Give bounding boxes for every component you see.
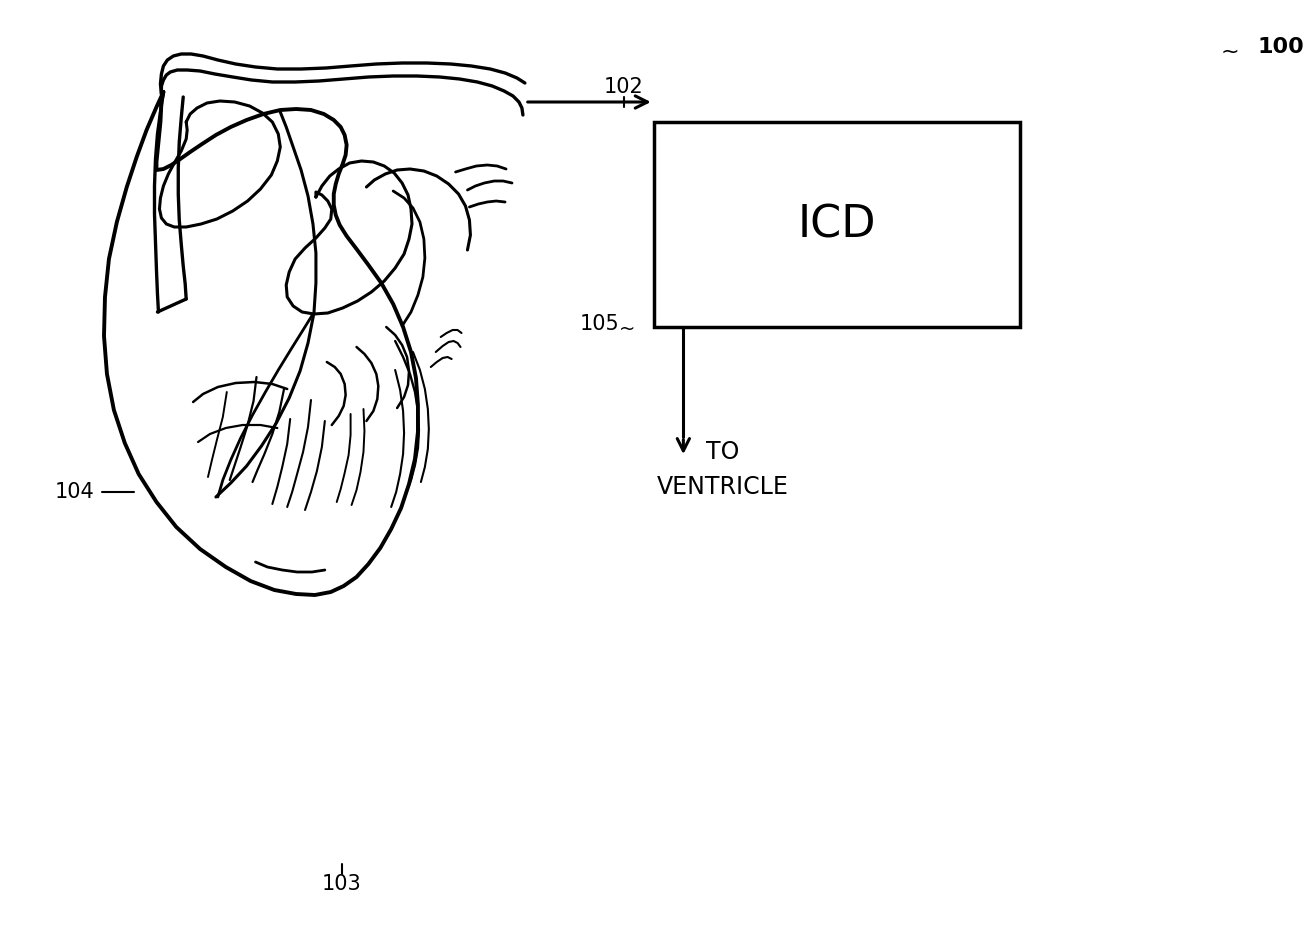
Text: 102: 102 [604,77,644,97]
Text: 103: 103 [322,874,361,894]
Text: VENTRICLE: VENTRICLE [657,475,788,499]
Text: TO: TO [707,440,740,464]
Text: ~: ~ [619,319,635,338]
Text: 105: 105 [579,314,619,334]
Text: ICD: ICD [798,203,876,246]
Text: 104: 104 [54,482,95,502]
Text: ~: ~ [1221,42,1239,62]
Bar [653,122,1020,327]
Text: 100: 100 [1257,37,1305,57]
